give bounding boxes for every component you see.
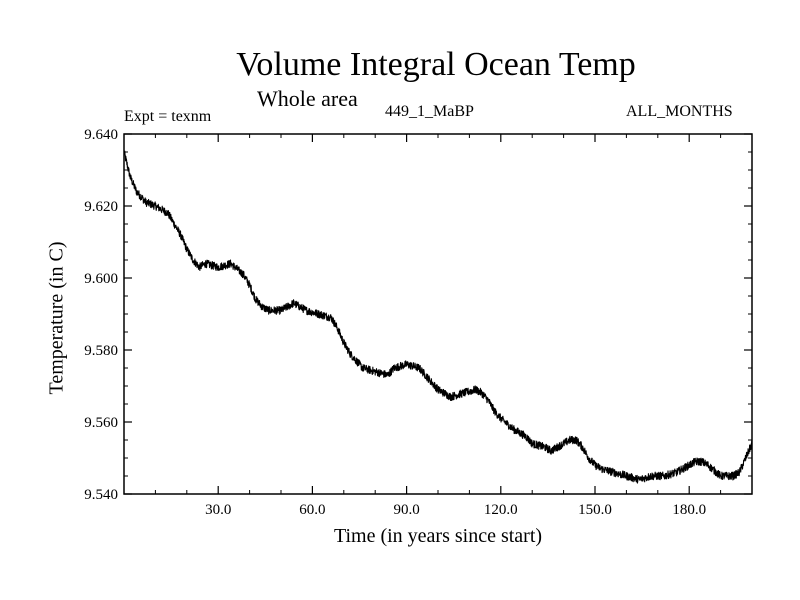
y-tick-label: 9.540	[84, 487, 118, 503]
x-tick-label: 150.0	[578, 502, 612, 518]
y-tick-label: 9.560	[84, 415, 118, 431]
run-id-label: 449_1_MaBP	[385, 103, 474, 120]
axis-ticks: 30.0 60.0 90.0 120.0 150.0 180.0 9.540 9.560 9.5…	[84, 127, 752, 518]
chart-subtitle: Whole area	[257, 86, 358, 111]
chart-title: Volume Integral Ocean Temp	[236, 46, 636, 83]
series-line	[123, 150, 753, 484]
y-tick-label: 9.580	[84, 343, 118, 359]
x-tick-label: 180.0	[672, 502, 706, 518]
x-tick-label: 90.0	[393, 502, 419, 518]
plot-frame	[123, 133, 753, 495]
y-tick-label: 9.620	[84, 199, 118, 215]
months-label: ALL_MONTHS	[626, 103, 733, 120]
x-tick-label: 30.0	[205, 502, 231, 518]
series-group	[123, 150, 753, 484]
x-tick-label: 120.0	[484, 502, 518, 518]
x-tick-label: 60.0	[299, 502, 325, 518]
y-tick-label: 9.640	[84, 127, 118, 143]
y-tick-label: 9.600	[84, 271, 118, 287]
x-axis-label: Time (in years since start)	[333, 525, 543, 547]
experiment-label: Expt = texnm	[124, 108, 212, 125]
